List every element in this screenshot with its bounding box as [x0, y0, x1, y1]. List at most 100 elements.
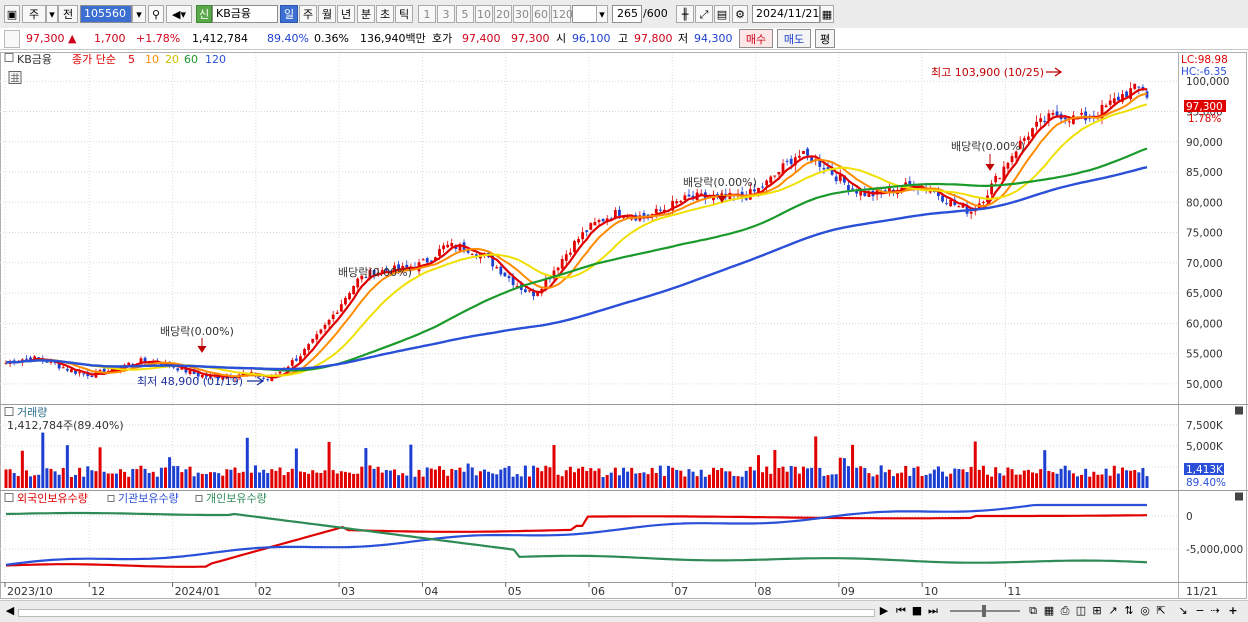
fit-icon[interactable]: ⇢: [1210, 604, 1220, 617]
speaker-icon[interactable]: ◀▾: [166, 5, 192, 23]
legend-individual[interactable]: 개인보유수량: [206, 492, 267, 505]
candle-body: [613, 210, 617, 219]
ma-120-label[interactable]: 120: [205, 53, 226, 66]
minute-option-5[interactable]: 5: [456, 5, 474, 23]
buy-button[interactable]: 매수: [739, 29, 773, 48]
period-unit-select[interactable]: 주: [22, 5, 46, 23]
chevron-down-icon[interactable]: ▾: [46, 5, 58, 23]
chart-area[interactable]: 100,000 95,000 90,000 85,000 80,000 75,000 70,…: [0, 50, 1248, 600]
period-tab-year[interactable]: 년: [337, 5, 355, 23]
volume-bar: [119, 469, 123, 488]
zoom-slider-handle[interactable]: [982, 605, 986, 617]
scroll-left-icon[interactable]: ◀: [5, 604, 15, 617]
rewind-icon[interactable]: ⏮: [896, 604, 906, 617]
dividend-arrow-icon: [717, 190, 727, 203]
minute-option-20[interactable]: 20: [494, 5, 512, 23]
volume-bar: [356, 473, 360, 488]
info-toggle-icon[interactable]: [4, 30, 20, 48]
candle-body: [1043, 120, 1047, 122]
candle-body: [887, 187, 891, 193]
sell-button[interactable]: 매도: [777, 29, 811, 48]
volume-bar: [756, 455, 760, 488]
export-icon[interactable]: ⇱: [1156, 604, 1166, 617]
indicator-icon[interactable]: ⊞: [1092, 604, 1102, 617]
zoom-out-icon[interactable]: −: [1195, 604, 1205, 617]
holdings-collapse-icon[interactable]: [4, 493, 14, 502]
shrink-icon[interactable]: ↘: [1178, 604, 1188, 617]
ma-10-label[interactable]: 10: [145, 53, 159, 66]
calendar-icon[interactable]: ▦: [820, 5, 834, 23]
minute-option-10[interactable]: 10: [475, 5, 493, 23]
layout-icon[interactable]: ▦: [1043, 604, 1055, 617]
candle-body: [221, 377, 225, 380]
minute-option-30[interactable]: 30: [513, 5, 531, 23]
data-table-icon[interactable]: [8, 71, 22, 84]
stop-icon[interactable]: ■: [911, 604, 923, 617]
volume-bar: [667, 465, 671, 488]
chart-menu-icon[interactable]: ▣: [4, 5, 20, 23]
candle-body: [110, 366, 114, 372]
minute-option-120[interactable]: 120: [551, 5, 573, 23]
volume-bar: [945, 476, 949, 488]
ma-60-label[interactable]: 60: [184, 53, 198, 66]
draw-tool-icon[interactable]: ⤢: [695, 5, 713, 23]
candle-body: [781, 163, 785, 175]
overlay-icon[interactable]: ◫: [1075, 604, 1087, 617]
volume-bar: [1030, 472, 1034, 488]
holdings-tick-label: -5,000,000: [1186, 544, 1243, 556]
scroll-right-icon[interactable]: ▶: [879, 604, 889, 617]
code-dropdown-icon[interactable]: ▾: [132, 5, 146, 23]
period-tab-day[interactable]: 일: [280, 5, 298, 23]
print-icon[interactable]: ⎙: [1060, 604, 1070, 617]
volume-bar: [102, 471, 106, 488]
code-value: 105560: [84, 7, 126, 20]
zoom-in-icon[interactable]: +: [1228, 604, 1238, 617]
legend-foreign[interactable]: 외국인보유수량: [17, 492, 88, 505]
trend-icon[interactable]: ↗: [1108, 604, 1118, 617]
volume-bar: [462, 471, 466, 488]
period-tab-week[interactable]: 주: [299, 5, 317, 23]
ma-5-label[interactable]: 5: [128, 53, 135, 66]
volume-bar: [368, 465, 372, 488]
volume-bar: [446, 475, 450, 488]
volume-bar: [797, 473, 801, 488]
horizontal-scrollbar[interactable]: [18, 609, 875, 617]
holdings-panel-close-icon[interactable]: [1235, 492, 1243, 501]
volume-panel-close-icon[interactable]: [1235, 406, 1243, 415]
gear-icon[interactable]: ⚙: [732, 5, 748, 23]
save-icon[interactable]: ▤: [714, 5, 730, 23]
custom-period-dropdown-icon[interactable]: ▾: [596, 5, 608, 23]
period-tab-month[interactable]: 월: [318, 5, 336, 23]
ma-20-label[interactable]: 20: [165, 53, 179, 66]
count-input[interactable]: 265: [612, 5, 642, 23]
volume-bar: [1084, 468, 1088, 488]
period-tab-second[interactable]: 초: [376, 5, 394, 23]
minute-option-3[interactable]: 3: [437, 5, 455, 23]
minute-option-60[interactable]: 60: [532, 5, 550, 23]
camera-icon[interactable]: ◎: [1140, 604, 1150, 617]
low-label-text: 저: [678, 32, 689, 45]
volume-collapse-icon[interactable]: [4, 407, 14, 416]
compare-icon[interactable]: ⇅: [1124, 604, 1134, 617]
period-tab-tick[interactable]: 틱: [395, 5, 413, 23]
panel-collapse-icon[interactable]: [4, 53, 14, 62]
stock-name-field[interactable]: KB금융: [212, 5, 278, 23]
chart-svg[interactable]: 100,00095,00090,00085,00080,00075,00070,…: [0, 50, 1248, 600]
period-tab-minute[interactable]: 분: [357, 5, 375, 23]
volume-bar: [761, 472, 765, 488]
copy-icon[interactable]: ⧉: [1029, 604, 1037, 617]
eval-button[interactable]: 평: [815, 29, 835, 48]
prev-button[interactable]: 전: [58, 5, 78, 23]
candle-body: [139, 358, 143, 365]
candle-body: [994, 176, 998, 183]
legend-institution[interactable]: 기관보유수량: [118, 492, 179, 505]
volume-bar: [274, 470, 278, 488]
candle-type-icon[interactable]: ╫: [676, 5, 694, 23]
fast-forward-icon[interactable]: ⏭: [928, 604, 938, 617]
date-input[interactable]: 2024/11/21: [752, 5, 820, 23]
code-input[interactable]: 105560: [80, 5, 132, 23]
search-icon[interactable]: ⚲: [148, 5, 164, 23]
period-tab-label: 일: [283, 8, 295, 21]
open-label: 시: [556, 30, 566, 47]
minute-option-1[interactable]: 1: [418, 5, 436, 23]
